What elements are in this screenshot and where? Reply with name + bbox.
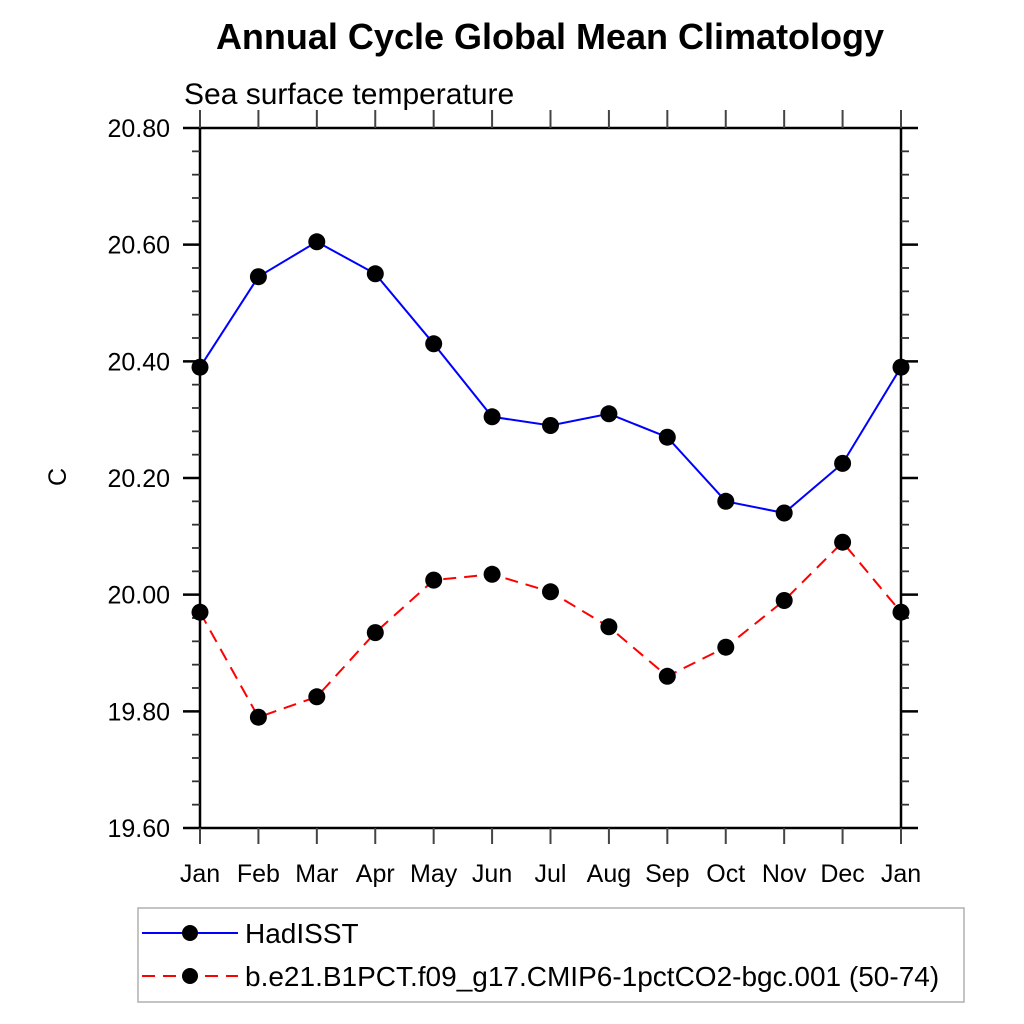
y-tick-label: 19.60: [107, 815, 170, 843]
axis-ticks: 19.60 19.80 20.00 20.20 20.40 20.60 20.80 Jan Fe…: [107, 110, 921, 888]
legend-label: b.e21.B1PCT.f09_g17.CMIP6-1pctCO2-bgc.00…: [245, 961, 939, 992]
data-point-marker: [658, 667, 676, 685]
data-point-marker: [658, 428, 676, 446]
data-point-marker: [834, 533, 852, 551]
data-point-marker: [892, 358, 910, 376]
data-point-marker: [775, 592, 793, 609]
month-label: Dec: [820, 860, 864, 888]
data-point-marker: [191, 603, 209, 621]
month-label: May: [410, 860, 458, 888]
month-label: Apr: [356, 860, 395, 888]
y-tick-label: 20.80: [107, 115, 170, 143]
y-axis-label: C: [44, 468, 72, 486]
data-point-marker: [308, 233, 326, 251]
data-point-marker: [425, 571, 443, 589]
month-label: Nov: [762, 860, 807, 888]
data-point-marker: [366, 624, 384, 642]
month-label: Oct: [706, 860, 745, 888]
y-tick-label: 20.40: [107, 348, 170, 376]
legend-marker: [182, 968, 198, 984]
data-point-marker: [191, 358, 209, 376]
legend-marker: [182, 925, 198, 941]
data-point-marker: [717, 638, 735, 656]
legend-box: [137, 907, 965, 1003]
data-point-marker: [834, 454, 852, 472]
data-series: [191, 233, 910, 726]
data-point-marker: [249, 268, 267, 286]
data-point-marker: [600, 405, 618, 423]
plot-frame: [198, 126, 903, 830]
data-point-marker: [483, 565, 501, 583]
chart-subtitle: Sea surface temperature: [184, 78, 514, 111]
month-label: Jan: [881, 860, 921, 888]
series-line-1: [199, 540, 902, 719]
data-point-marker: [249, 708, 267, 726]
data-point-marker: [542, 417, 559, 434]
month-label: Mar: [295, 860, 338, 888]
y-tick-label: 20.60: [107, 232, 170, 260]
chart-title: Annual Cycle Global Mean Climatology: [216, 16, 884, 57]
data-point-marker: [717, 492, 735, 510]
month-label: Sep: [645, 860, 689, 888]
month-label: Feb: [237, 860, 280, 888]
legend-label: HadISST: [245, 918, 359, 949]
month-label: Jun: [472, 860, 512, 888]
data-point-marker: [542, 583, 559, 601]
y-tick-label: 19.80: [107, 698, 170, 726]
data-point-marker: [483, 408, 501, 426]
month-label: Jan: [180, 860, 220, 888]
y-tick-label: 20.20: [107, 465, 170, 493]
plot-border: [198, 126, 903, 830]
data-point-marker: [600, 618, 618, 636]
legend: HadISST b.e21.B1PCT.f09_g17.CMIP6-1pctCO2…: [137, 907, 965, 1003]
month-label: Aug: [587, 860, 631, 888]
series-line-0: [199, 240, 902, 515]
y-tick-label: 20.00: [107, 582, 170, 610]
data-point-marker: [308, 688, 326, 706]
data-point-marker: [775, 504, 793, 522]
month-label: Jul: [535, 860, 567, 888]
data-point-marker: [366, 265, 384, 283]
data-point-marker: [425, 335, 443, 353]
data-point-marker: [892, 603, 910, 621]
